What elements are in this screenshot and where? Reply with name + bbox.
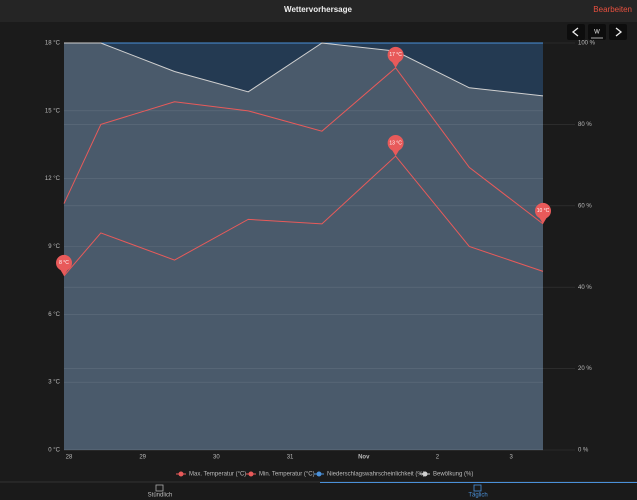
plot-areas bbox=[64, 43, 543, 450]
pin-head bbox=[387, 135, 404, 152]
y-tick-label: 6 °C bbox=[48, 312, 60, 318]
legend-swatch bbox=[178, 471, 184, 477]
y2-tick-label: 20 % bbox=[578, 366, 592, 372]
series-line bbox=[63, 155, 544, 277]
y2-tick-label: 60 % bbox=[578, 203, 592, 209]
legend-label: Niederschlagswahrscheinlichkeit (%) bbox=[327, 472, 425, 478]
legend-item: Bewölkung (%) bbox=[420, 471, 473, 478]
y2-tick-label: 40 % bbox=[578, 285, 592, 291]
series-line bbox=[63, 67, 544, 225]
header-bar bbox=[0, 0, 637, 22]
legend-item: Min. Temperatur (°C) bbox=[246, 471, 315, 478]
pin-marker: 8 °C bbox=[56, 254, 72, 276]
legend-label: Min. Temperatur (°C) bbox=[259, 472, 315, 478]
y-tick-label: 3 °C bbox=[48, 380, 60, 386]
x-tick-label: Nov bbox=[358, 455, 370, 461]
nav-prev[interactable] bbox=[567, 24, 585, 40]
tab-label[interactable]: Stündlich bbox=[148, 493, 173, 499]
header-title: Wettervorhersage bbox=[284, 5, 352, 14]
x-tick-label: 28 bbox=[66, 455, 73, 461]
legend-swatch bbox=[422, 471, 428, 477]
tab-icon bbox=[473, 484, 482, 492]
y-tick-label: 9 °C bbox=[48, 244, 60, 250]
y-tick-label: 15 °C bbox=[45, 108, 61, 114]
x-tick-label: 29 bbox=[139, 455, 146, 461]
pin-marker: 10 °C bbox=[535, 202, 551, 224]
pin-marker: 17 °C bbox=[387, 46, 404, 68]
legend-label: Bewölkung (%) bbox=[433, 472, 473, 478]
y2-tick-label: 100 % bbox=[578, 41, 596, 47]
view-mode-label: W bbox=[594, 30, 600, 36]
legend-item: Max. Temperatur (°C) bbox=[176, 471, 246, 478]
view-mode[interactable] bbox=[588, 24, 606, 40]
x-tick-label: 2 bbox=[436, 455, 440, 461]
legend-swatch bbox=[316, 471, 322, 477]
series-line bbox=[64, 42, 544, 97]
y2-tick-label: 80 % bbox=[578, 122, 592, 128]
pin-head bbox=[535, 202, 551, 219]
y2-tick-label: 0 % bbox=[578, 448, 589, 454]
pin-label: 10 °C bbox=[537, 208, 550, 214]
x-tick-label: 30 bbox=[213, 455, 220, 461]
x-tick-label: 31 bbox=[287, 455, 294, 461]
tab-bar bbox=[0, 482, 637, 500]
pin-label: 17 °C bbox=[389, 52, 402, 58]
y-tick-label: 12 °C bbox=[45, 176, 61, 182]
x-tick-label: 3 bbox=[509, 455, 513, 461]
pin-label: 8 °C bbox=[59, 260, 69, 266]
area bbox=[64, 43, 543, 450]
pin-label: 13 °C bbox=[389, 140, 402, 146]
nav-next[interactable] bbox=[609, 24, 627, 40]
pin-head bbox=[387, 46, 404, 63]
legend-item: Niederschlagswahrscheinlichkeit (%) bbox=[314, 471, 425, 478]
y-tick-label: 0 °C bbox=[48, 448, 60, 454]
tab-label[interactable]: Täglich bbox=[468, 493, 487, 499]
pin-head bbox=[56, 254, 72, 271]
legend-swatch bbox=[248, 471, 254, 477]
tab-icon bbox=[155, 484, 164, 492]
pin-marker: 13 °C bbox=[387, 135, 404, 157]
y-tick-label: 18 °C bbox=[45, 41, 61, 47]
legend-label: Max. Temperatur (°C) bbox=[189, 472, 246, 478]
edit-button[interactable]: Bearbeiten bbox=[593, 5, 632, 14]
